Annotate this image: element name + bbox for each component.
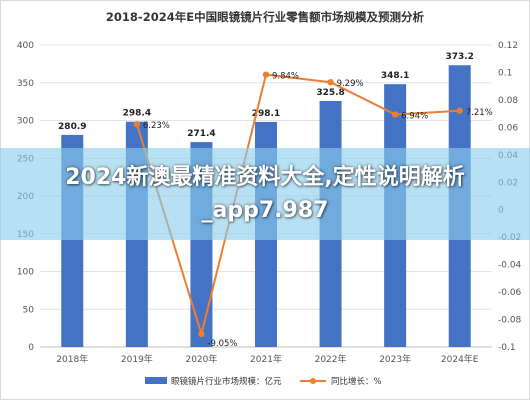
right-tick-label: 0.12 (498, 41, 518, 51)
right-tick-label: 0.06 (498, 123, 518, 133)
line-value-label: 7.21% (466, 108, 493, 118)
line-value-label: -9.05% (207, 339, 237, 349)
left-tick-label: 0 (28, 343, 34, 353)
bar-value-label: 271.4 (187, 129, 215, 139)
left-tick-label: 300 (17, 117, 34, 127)
x-tick-label: 2022年 (315, 353, 347, 365)
bar-value-label: 298.1 (252, 109, 280, 119)
chart-title: 2018-2024年E中国眼镜镜片行业零售额市场规模及预测分析 (106, 10, 425, 24)
bar-value-label: 348.1 (381, 71, 409, 81)
line-point (262, 71, 270, 78)
bar-value-label: 373.2 (445, 52, 473, 62)
x-tick-label: 2021年 (250, 353, 282, 365)
watermark-banner: 2024新澳最精准资料大全,定性说明解析_app7.987 (0, 148, 530, 240)
right-tick-label: -0.08 (498, 316, 522, 326)
banner-text: 2024新澳最精准资料大全,定性说明解析_app7.987 (65, 165, 465, 223)
bar-value-label: 280.9 (58, 122, 86, 132)
x-tick-label: 2018年 (56, 353, 88, 365)
right-tick-label: 0.1 (498, 68, 512, 78)
line-point (133, 121, 141, 128)
x-tick-label: 2020年 (185, 353, 217, 365)
right-tick-label: -0.04 (498, 261, 522, 271)
line-value-label: 9.84% (272, 72, 299, 82)
legend-bar-swatch (145, 377, 167, 384)
left-tick-label: 350 (17, 79, 34, 89)
legend-line-label: 同比增长：% (331, 376, 382, 387)
line-value-label: 9.29% (337, 79, 364, 89)
line-point (456, 107, 463, 114)
line-series: 6.23% -9.05% 9.84% 9.29% 6.94% 7.21% (133, 71, 493, 349)
bar-value-label: 325.8 (316, 88, 344, 98)
x-tick-label: 2019年 (121, 353, 153, 365)
right-tick-label: 0.08 (498, 96, 518, 106)
right-tick-label: -0.1 (498, 343, 516, 353)
legend: 眼镜镜片行业市场规模：亿元 同比增长：% (145, 376, 382, 387)
x-tick-label: 2024年E (441, 353, 479, 365)
line-point (327, 79, 334, 86)
left-tick-label: 100 (17, 268, 34, 278)
left-tick-label: 50 (23, 305, 35, 315)
line-point (391, 111, 399, 118)
right-tick-label: -0.06 (498, 288, 522, 298)
x-tick-label: 2023年 (379, 353, 411, 365)
line-value-label: 6.23% (143, 121, 170, 131)
left-tick-label: 400 (17, 41, 34, 51)
legend-bar-label: 眼镜镜片行业市场规模：亿元 (171, 376, 282, 387)
x-axis-labels: 2018年 2019年 2020年 2021年 2022年 2023年 2024年E (56, 353, 478, 365)
bar-value-label: 298.4 (123, 109, 151, 119)
growth-line (135, 73, 460, 338)
line-value-label: 6.94% (401, 111, 428, 121)
line-point (198, 330, 205, 338)
legend-line-marker (310, 378, 316, 384)
